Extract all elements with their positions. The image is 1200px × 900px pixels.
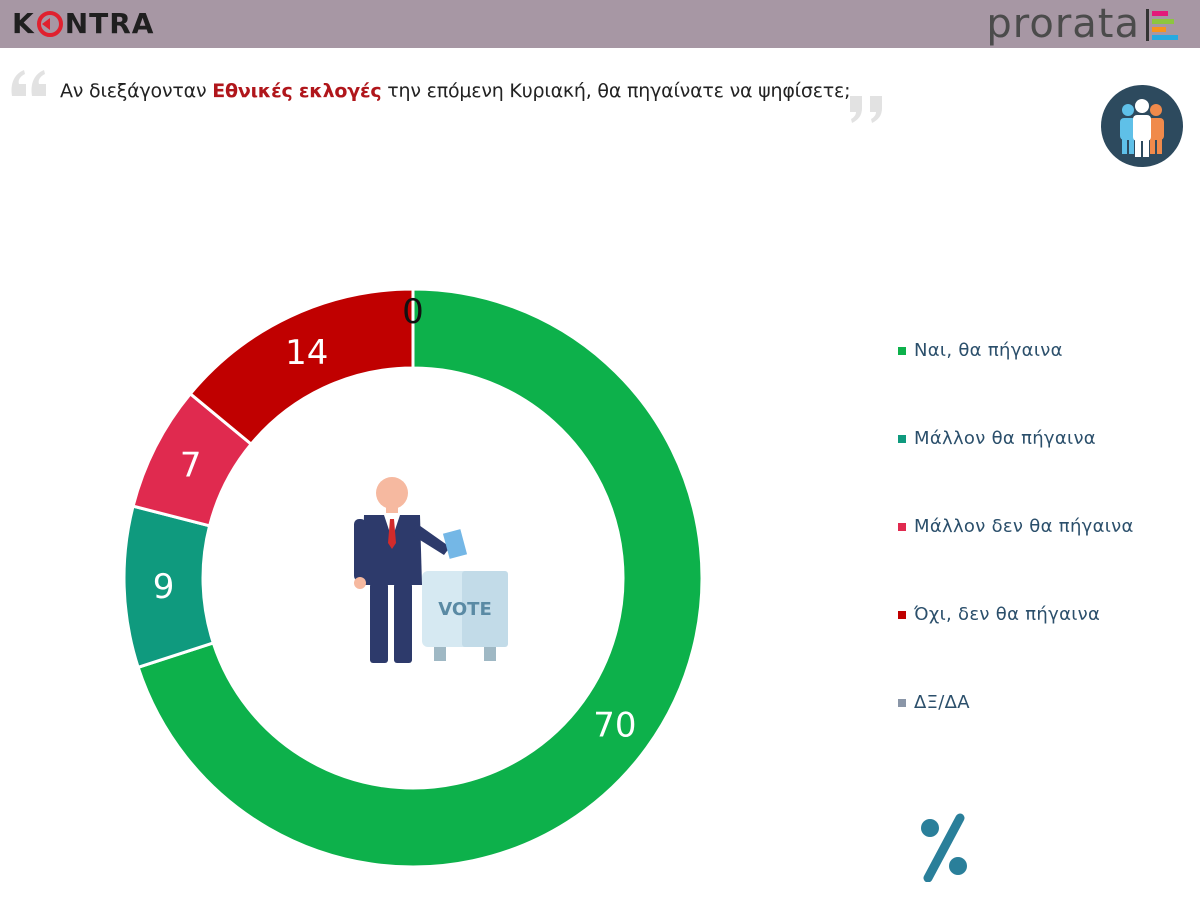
slice-4-value-label: 0 xyxy=(402,292,424,332)
legend-label-1: Μάλλον θα πήγαινα xyxy=(914,428,1096,449)
legend-label-4: ΔΞ/ΔΑ xyxy=(914,692,970,713)
header-bar: K NTRA prorata xyxy=(0,0,1200,48)
kontra-o-icon xyxy=(36,11,63,37)
legend-label-2: Μάλλον δεν θα πήγαινα xyxy=(914,516,1134,537)
vote-box-label: VOTE xyxy=(438,599,492,620)
slice-1-value-label: 9 xyxy=(153,567,175,607)
close-quote-icon xyxy=(850,96,882,123)
prorata-bars-icon xyxy=(1146,9,1178,41)
prorata-logo-text: prorata xyxy=(986,1,1140,47)
legend-item-4: ΔΞ/ΔΑ xyxy=(898,692,970,713)
question-highlight: Εθνικές εκλογές xyxy=(212,80,382,102)
legend-swatch-3 xyxy=(898,610,906,619)
question-text-before: Αν διεξάγονταν xyxy=(60,80,213,102)
prorata-logo: prorata xyxy=(986,0,1180,48)
kontra-logo-k: K xyxy=(12,7,35,40)
kontra-logo: K NTRA xyxy=(12,7,154,41)
percent-icon: % xyxy=(921,813,967,882)
kontra-logo-rest: NTRA xyxy=(64,7,155,40)
legend-swatch-2 xyxy=(898,522,906,531)
legend-item-0: Ναι, θα πήγαινα xyxy=(898,340,1063,361)
legend-swatch-4 xyxy=(898,698,906,707)
slice-0-arc xyxy=(136,287,704,869)
legend-label-0: Ναι, θα πήγαινα xyxy=(914,340,1063,361)
slice-3-value-label: 14 xyxy=(285,333,328,373)
legend-item-3: Όχι, δεν θα πήγαινα xyxy=(898,604,1100,625)
slice-2-value-label: 7 xyxy=(180,446,202,486)
slice-3-arc xyxy=(188,287,415,447)
question-text-after: την επόμενη Κυριακή, θα πηγαίνατε να ψηφ… xyxy=(381,80,851,102)
people-group-icon xyxy=(1101,85,1183,167)
legend-swatch-0 xyxy=(898,346,906,355)
legend-item-1: Μάλλον θα πήγαινα xyxy=(898,428,1096,449)
slice-0-value-label: 70 xyxy=(593,706,636,746)
legend-swatch-1 xyxy=(898,434,906,443)
legend-label-3: Όχι, δεν θα πήγαινα xyxy=(914,604,1101,625)
open-quote-icon xyxy=(11,70,46,96)
legend-item-2: Μάλλον δεν θα πήγαινα xyxy=(898,516,1134,537)
voter-illustration: VOTE xyxy=(354,477,508,663)
survey-question: Αν διεξάγονταν Εθνικές εκλογές την επόμε… xyxy=(60,80,851,102)
